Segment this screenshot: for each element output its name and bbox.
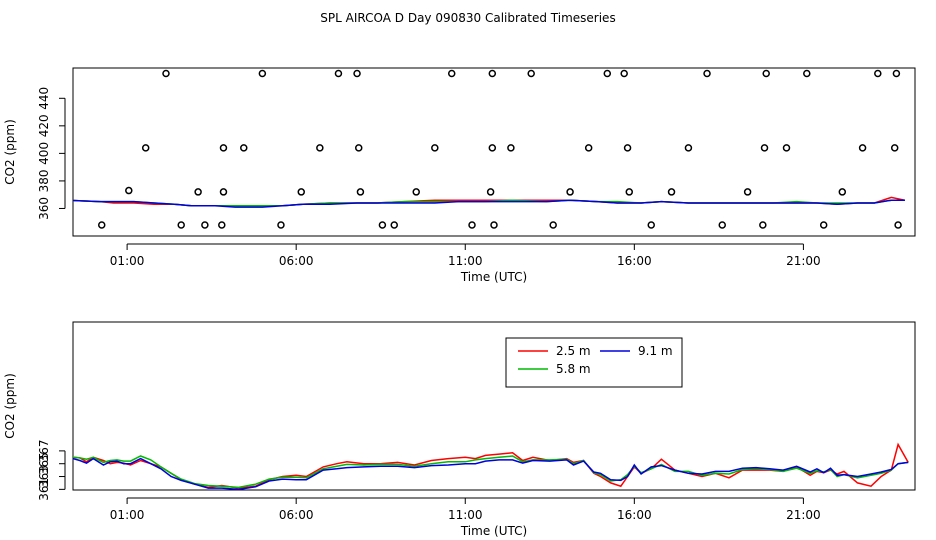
x-axis-label: Time (UTC) bbox=[460, 524, 527, 538]
data-point bbox=[684, 144, 693, 152]
legend-box bbox=[505, 337, 683, 388]
data-point bbox=[486, 188, 495, 196]
plot-frame bbox=[72, 67, 916, 237]
data-point bbox=[892, 69, 901, 78]
y-axis-label: CO2 (ppm) bbox=[3, 373, 17, 439]
data-point bbox=[584, 144, 593, 152]
data-point bbox=[297, 188, 306, 196]
series-line-9-1-m bbox=[73, 199, 905, 208]
data-point bbox=[527, 69, 535, 78]
x-tick-label: 21:00 bbox=[786, 508, 821, 522]
y-axis-label: CO2 (ppm) bbox=[3, 119, 17, 185]
data-point bbox=[507, 144, 515, 152]
data-point bbox=[488, 69, 497, 78]
x-tick-label: 01:00 bbox=[110, 508, 145, 522]
series-line-5-8-m bbox=[73, 455, 909, 489]
x-tick-label: 01:00 bbox=[110, 254, 145, 268]
data-point bbox=[759, 221, 767, 229]
top-panel-scatter: 01:00 06:00 11:00 16:00 21:00 Time (UTC) 360 38… bbox=[3, 67, 916, 284]
legend: 2.5 m 5.8 m 9.1 m bbox=[505, 337, 683, 388]
data-point bbox=[760, 144, 769, 152]
plot-frame bbox=[72, 321, 916, 491]
data-point bbox=[620, 69, 628, 78]
x-tick-label: 11:00 bbox=[448, 254, 483, 268]
series-group bbox=[73, 442, 909, 490]
data-point bbox=[819, 221, 828, 229]
x-axis-label: Time (UTC) bbox=[460, 270, 527, 284]
data-point bbox=[277, 221, 285, 229]
y-tick-label: 367 bbox=[37, 439, 51, 462]
series-line-9-1-m bbox=[73, 457, 909, 490]
legend-label: 5.8 m bbox=[556, 362, 591, 376]
data-point bbox=[378, 221, 387, 229]
data-point bbox=[219, 144, 228, 152]
data-point bbox=[894, 221, 902, 229]
data-point bbox=[838, 188, 847, 196]
data-point bbox=[447, 69, 456, 78]
data-point bbox=[194, 188, 202, 196]
data-point bbox=[623, 144, 632, 152]
data-point bbox=[353, 69, 361, 78]
data-point bbox=[240, 144, 248, 152]
series-group bbox=[73, 196, 906, 208]
x-tick-label: 06:00 bbox=[279, 508, 314, 522]
data-point bbox=[703, 69, 711, 78]
data-point bbox=[566, 188, 574, 196]
y-tick-label: 360 bbox=[37, 197, 51, 220]
data-point bbox=[316, 144, 324, 152]
data-point bbox=[625, 188, 634, 196]
y-tick-label: 400 bbox=[37, 142, 51, 165]
legend-label: 9.1 m bbox=[638, 344, 673, 358]
data-point bbox=[782, 144, 791, 152]
data-point bbox=[218, 221, 226, 229]
x-tick-label: 16:00 bbox=[617, 254, 652, 268]
legend-label: 2.5 m bbox=[556, 344, 591, 358]
data-point bbox=[743, 188, 752, 196]
x-tick-label: 11:00 bbox=[448, 508, 483, 522]
data-point bbox=[97, 221, 106, 229]
y-tick-label: 365 bbox=[37, 452, 51, 475]
data-point bbox=[718, 221, 727, 229]
data-point bbox=[219, 188, 228, 196]
data-point bbox=[858, 144, 867, 152]
data-point bbox=[177, 221, 185, 229]
data-point bbox=[354, 144, 363, 152]
data-point bbox=[647, 221, 655, 229]
data-point bbox=[412, 188, 420, 196]
y-tick-label: 361 bbox=[37, 478, 51, 501]
data-point bbox=[356, 188, 365, 196]
data-point bbox=[890, 144, 899, 152]
y-tick-label: 440 bbox=[37, 87, 51, 110]
y-tick-label: 380 bbox=[37, 169, 51, 192]
data-point bbox=[603, 69, 612, 78]
data-point bbox=[549, 221, 557, 229]
x-tick-label: 16:00 bbox=[617, 508, 652, 522]
x-tick-label: 06:00 bbox=[279, 254, 314, 268]
data-point bbox=[490, 221, 498, 229]
data-point bbox=[762, 69, 770, 78]
figure-title: SPL AIRCOA D Day 090830 Calibrated Times… bbox=[320, 11, 615, 25]
data-point bbox=[390, 221, 398, 229]
data-point bbox=[431, 144, 439, 152]
data-point bbox=[201, 221, 209, 229]
data-point bbox=[874, 69, 882, 78]
data-point bbox=[141, 144, 150, 152]
data-point bbox=[488, 144, 497, 152]
data-point bbox=[667, 188, 676, 196]
y-tick-label: 363 bbox=[37, 465, 51, 488]
x-tick-label: 21:00 bbox=[786, 254, 821, 268]
data-point bbox=[162, 69, 170, 78]
y-tick-label: 420 bbox=[37, 114, 51, 137]
data-point bbox=[258, 69, 267, 78]
data-point bbox=[803, 69, 811, 78]
data-point bbox=[334, 69, 343, 78]
data-point bbox=[468, 221, 476, 229]
data-point bbox=[125, 186, 133, 195]
